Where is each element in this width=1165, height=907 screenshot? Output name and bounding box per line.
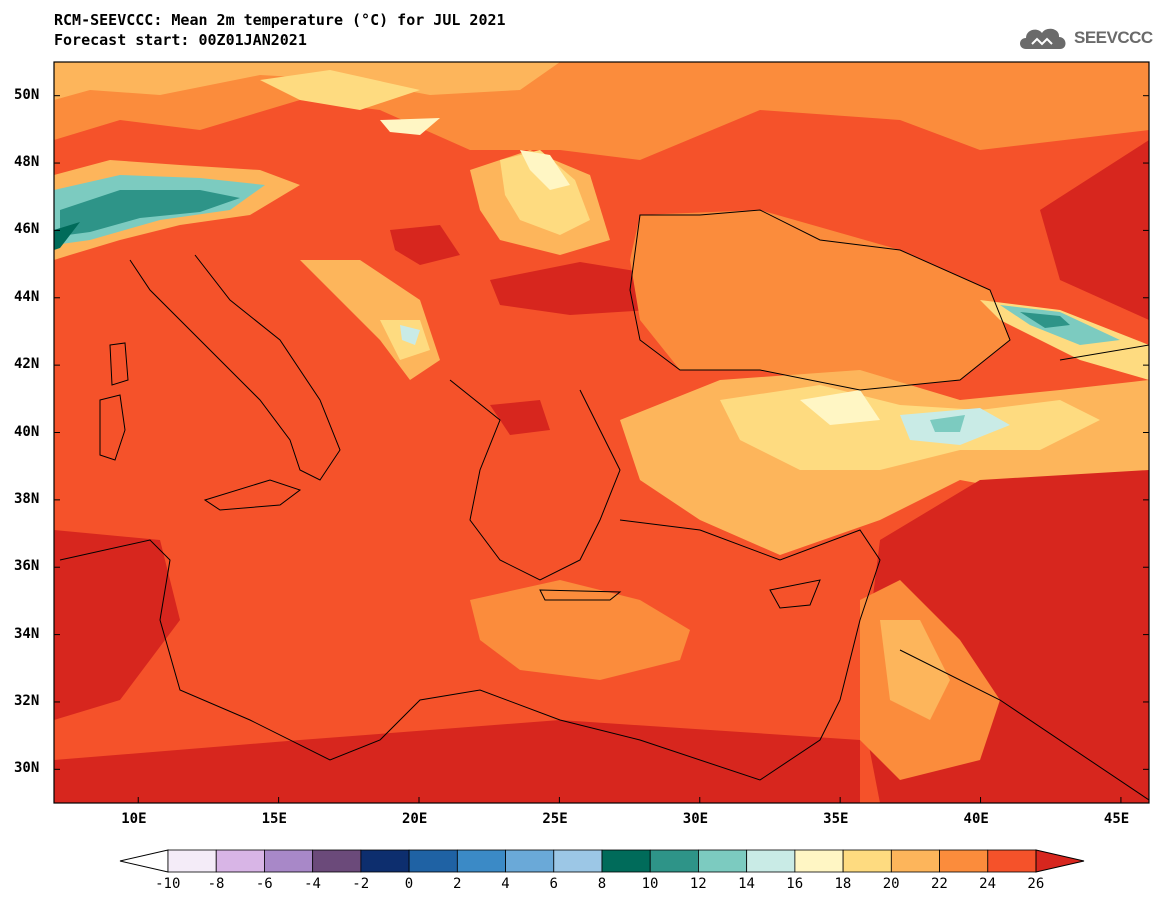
coastlines bbox=[59, 209, 1149, 801]
colorbar-swatch bbox=[601, 849, 651, 873]
y-tick-label: 38N bbox=[14, 490, 40, 507]
map-title: RCM-SEEVCCC: Mean 2m temperature (°C) fo… bbox=[54, 10, 506, 50]
colorbar-swatch bbox=[312, 849, 362, 873]
title-line-2: Forecast start: 00Z01JAN2021 bbox=[54, 31, 307, 49]
x-tick-label: 15E bbox=[261, 811, 287, 827]
colorbar-swatch bbox=[215, 849, 265, 873]
temperature-field bbox=[54, 62, 1149, 803]
x-tick-label: 10E bbox=[121, 811, 147, 827]
colorbar-label: -2 bbox=[352, 876, 370, 892]
x-tick-label: 40E bbox=[963, 811, 989, 827]
colorbar-label: 16 bbox=[786, 876, 804, 892]
y-tick-label: 40N bbox=[14, 423, 40, 440]
y-tick-label: 42N bbox=[14, 356, 40, 373]
y-tick-label: 48N bbox=[14, 154, 40, 171]
colorbar-swatch bbox=[360, 849, 410, 873]
logo-text: SEEVCCC bbox=[1074, 28, 1153, 47]
colorbar-swatch bbox=[649, 849, 699, 873]
y-tick-label: 46N bbox=[14, 221, 40, 238]
axis-ticks bbox=[54, 95, 1149, 803]
y-tick-label: 50N bbox=[14, 86, 40, 103]
colorbar-swatch bbox=[408, 849, 458, 873]
y-tick-label: 44N bbox=[14, 288, 40, 305]
colorbar-label: -4 bbox=[304, 876, 321, 892]
colorbar-swatch bbox=[794, 849, 844, 873]
colorbar-swatch bbox=[939, 849, 989, 873]
colorbar-swatch bbox=[456, 849, 506, 873]
colorbar-label: 22 bbox=[930, 876, 948, 892]
x-tick-label: 25E bbox=[542, 811, 568, 827]
colorbar-label: 26 bbox=[1027, 876, 1045, 892]
title-line-1: RCM-SEEVCCC: Mean 2m temperature (°C) fo… bbox=[54, 11, 506, 29]
colorbar-swatch bbox=[505, 849, 555, 873]
colorbar-label: 4 bbox=[501, 876, 510, 892]
colorbar-label: 2 bbox=[453, 876, 462, 892]
colorbar-over-arrow bbox=[1035, 849, 1085, 873]
colorbar-swatch bbox=[698, 849, 748, 873]
colorbar-label: -10 bbox=[155, 876, 181, 892]
colorbar-label: 20 bbox=[882, 876, 900, 892]
y-tick-label: 32N bbox=[14, 692, 40, 709]
y-tick-label: 34N bbox=[14, 625, 40, 642]
colorbar-label: 12 bbox=[689, 876, 707, 892]
colorbar-label: 14 bbox=[738, 876, 755, 892]
x-tick-label: 45E bbox=[1103, 811, 1130, 827]
colorbar-label: 24 bbox=[979, 876, 997, 892]
x-tick-label: 20E bbox=[402, 811, 428, 827]
colorbar-swatch bbox=[987, 849, 1037, 873]
x-tick-label: 35E bbox=[823, 811, 849, 827]
colorbar-swatch bbox=[167, 849, 217, 873]
colorbar-swatch bbox=[842, 849, 892, 873]
colorbar-swatch bbox=[264, 849, 314, 873]
colorbar bbox=[119, 849, 1085, 873]
y-tick-label: 36N bbox=[14, 558, 40, 575]
y-tick-label: 30N bbox=[14, 760, 40, 777]
colorbar-label: 6 bbox=[549, 876, 558, 892]
colorbar-swatch bbox=[746, 849, 796, 873]
colorbar-under-arrow bbox=[119, 849, 169, 873]
colorbar-swatch bbox=[890, 849, 940, 873]
colorbar-swatch bbox=[553, 849, 603, 873]
colorbar-label: 10 bbox=[641, 876, 659, 892]
colorbar-label: -6 bbox=[255, 876, 273, 892]
cloud-icon bbox=[1020, 28, 1066, 49]
seevccc-logo: SEEVCCC bbox=[1016, 22, 1153, 54]
colorbar-label: 8 bbox=[597, 876, 607, 892]
colorbar-label: -8 bbox=[207, 876, 225, 892]
colorbar-label: 0 bbox=[404, 876, 414, 892]
x-tick-label: 30E bbox=[682, 811, 709, 827]
colorbar-label: 18 bbox=[834, 876, 852, 892]
